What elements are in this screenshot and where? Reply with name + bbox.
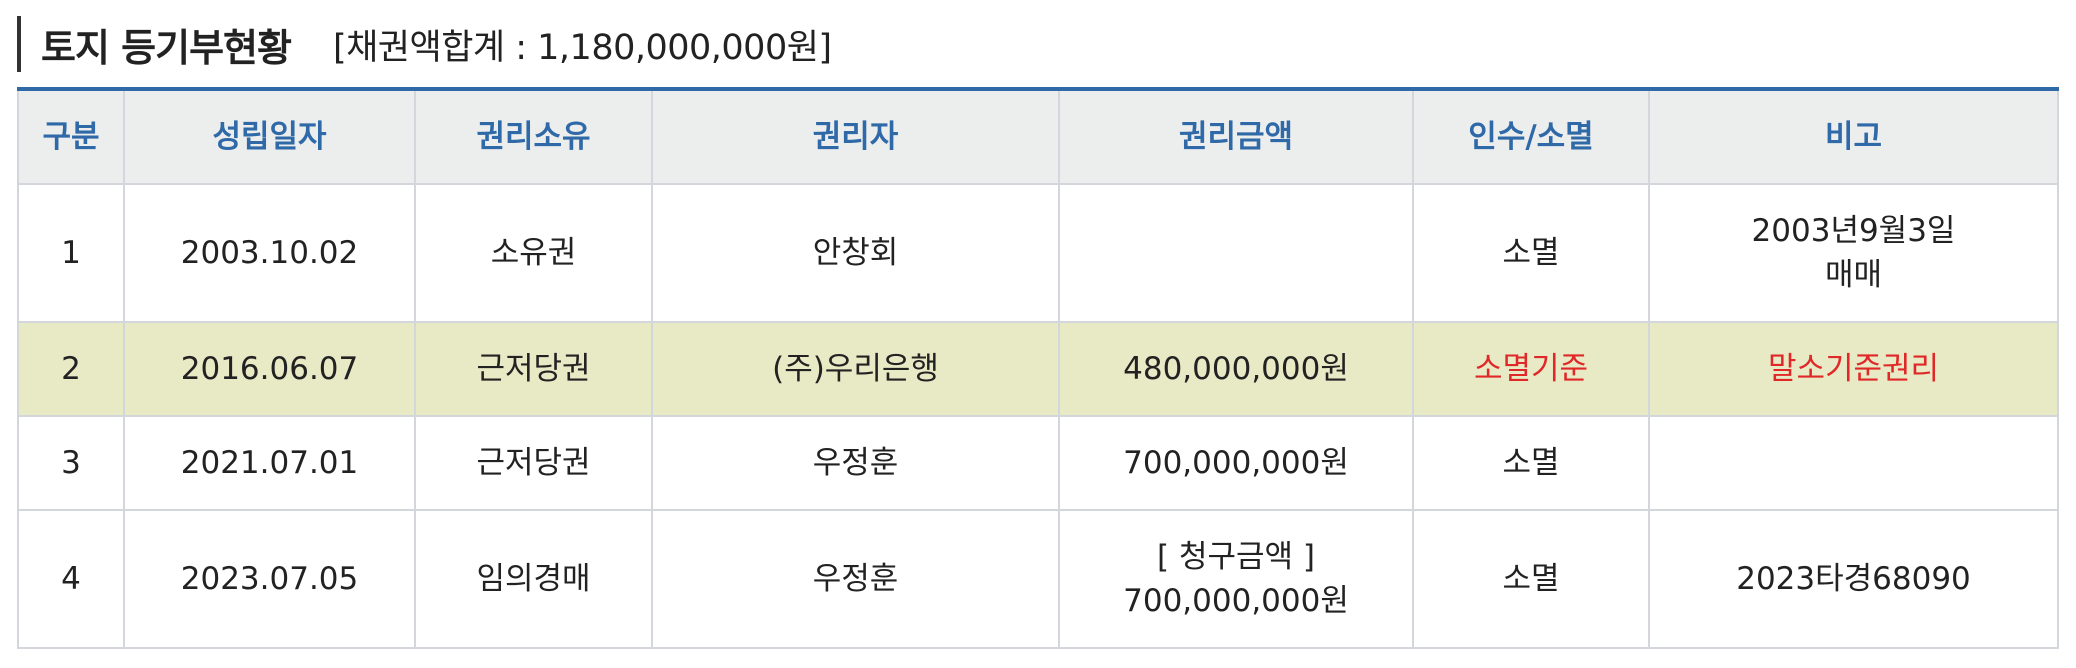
- table-header-row: 구분 성립일자 권리소유 권리자 권리금액 인수/소멸 비고: [17, 88, 2059, 185]
- cell-no: 4: [17, 509, 125, 649]
- table-row-highlighted: 2 2016.06.07 근저당권 (주)우리은행 480,000,000원 소…: [17, 321, 2059, 417]
- cell-right-type: 소유권: [414, 183, 653, 323]
- table-row: 4 2023.07.05 임의경매 우정훈 [ 청구금액 ] 700,000,0…: [17, 509, 2059, 649]
- cell-right-holder: 우정훈: [651, 415, 1060, 511]
- cell-right-holder: 안창회: [651, 183, 1060, 323]
- cell-note-base-right: 말소기준권리: [1648, 321, 2059, 417]
- cell-right-holder: 우정훈: [651, 509, 1060, 649]
- column-header-right-type: 권리소유: [414, 88, 653, 185]
- note-line-2: 매매: [1824, 257, 1883, 293]
- cell-date: 2023.07.05: [123, 509, 416, 649]
- cell-status: 소멸: [1412, 415, 1650, 511]
- title-accent-bar: [17, 16, 21, 72]
- amount-line-1: [ 청구금액 ]: [1157, 539, 1315, 575]
- note-line-1: 말소기준권리: [1767, 351, 1940, 387]
- cell-right-holder: (주)우리은행: [651, 321, 1060, 417]
- column-header-status: 인수/소멸: [1412, 88, 1650, 185]
- cell-right-type: 근저당권: [414, 321, 653, 417]
- cell-right-type: 근저당권: [414, 415, 653, 511]
- table-row: 1 2003.10.02 소유권 안창회 소멸 2003년9월3일 매매: [17, 183, 2059, 323]
- note-line-1: 2023타경68090: [1736, 561, 1971, 597]
- column-header-note: 비고: [1648, 88, 2059, 185]
- table-row: 3 2021.07.01 근저당권 우정훈 700,000,000원 소멸: [17, 415, 2059, 511]
- cell-status: 소멸: [1412, 509, 1650, 649]
- cell-date: 2003.10.02: [123, 183, 416, 323]
- column-header-amount: 권리금액: [1058, 88, 1414, 185]
- cell-no: 2: [17, 321, 125, 417]
- column-header-right-holder: 권리자: [651, 88, 1060, 185]
- cell-amount: [1058, 183, 1414, 323]
- cell-note: 2003년9월3일 매매: [1648, 183, 2059, 323]
- cell-status-base: 소멸기준: [1412, 321, 1650, 417]
- cell-amount: [ 청구금액 ] 700,000,000원: [1058, 509, 1414, 649]
- cell-no: 3: [17, 415, 125, 511]
- column-header-no: 구분: [17, 88, 125, 185]
- cell-right-type: 임의경매: [414, 509, 653, 649]
- amount-line-1: 480,000,000원: [1123, 351, 1349, 387]
- cell-date: 2016.06.07: [123, 321, 416, 417]
- registry-table: 구분 성립일자 권리소유 권리자 권리금액 인수/소멸 비고 1 2003.10…: [17, 87, 2059, 649]
- section-header: 토지 등기부현황 [채권액합계 : 1,180,000,000원]: [17, 16, 832, 72]
- amount-line-2: 700,000,000원: [1123, 583, 1349, 619]
- column-header-date: 성립일자: [123, 88, 416, 185]
- amount-line-1: 700,000,000원: [1123, 445, 1349, 481]
- note-line-1: 2003년9월3일: [1751, 213, 1956, 249]
- cell-amount: 480,000,000원: [1058, 321, 1414, 417]
- cell-note: 2023타경68090: [1648, 509, 2059, 649]
- cell-no: 1: [17, 183, 125, 323]
- cell-status: 소멸: [1412, 183, 1650, 323]
- cell-amount: 700,000,000원: [1058, 415, 1414, 511]
- page-title: 토지 등기부현황: [41, 25, 292, 70]
- cell-note: [1648, 415, 2059, 511]
- cell-date: 2021.07.01: [123, 415, 416, 511]
- claim-total: [채권액합계 : 1,180,000,000원]: [332, 27, 832, 68]
